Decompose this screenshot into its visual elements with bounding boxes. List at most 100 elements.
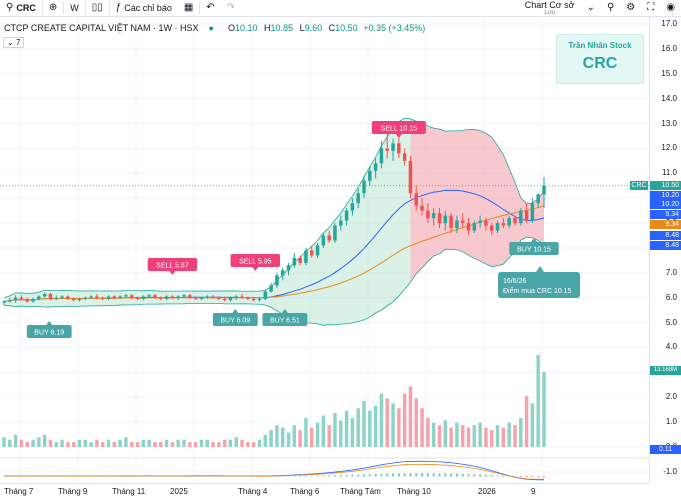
- volume-bar: [8, 439, 12, 447]
- candle-body: [211, 296, 215, 298]
- price-badge: 8.48: [650, 231, 681, 240]
- macd-histogram-bar: [66, 476, 69, 477]
- volume-bar: [490, 430, 494, 447]
- settings-button[interactable]: ⚙: [620, 0, 641, 17]
- macd-histogram-bar: [177, 475, 180, 477]
- candle-body: [397, 143, 401, 154]
- close-value: 10.50: [335, 23, 358, 33]
- redo-button[interactable]: ↷: [221, 0, 241, 17]
- layout-menu[interactable]: Chart Cơ sở Lưu: [519, 0, 581, 17]
- macd-histogram-bar: [386, 473, 389, 477]
- candle-body: [356, 193, 360, 204]
- candle-body: [135, 297, 140, 299]
- volume-bar: [426, 417, 430, 447]
- signal-label-box: [212, 313, 258, 326]
- indicators-button[interactable]: ƒ Các chỉ báo: [110, 0, 178, 17]
- macd-histogram-bar: [159, 475, 162, 477]
- macd-histogram-bar: [473, 474, 476, 477]
- macd-histogram-bar: [72, 476, 75, 477]
- volume-bar: [60, 439, 64, 447]
- macd-histogram-bar: [363, 474, 365, 477]
- indicator-count-toggle[interactable]: ⌄ 7: [3, 37, 25, 48]
- band-lower-line: [3, 236, 545, 326]
- price-tick-label: 17.0: [661, 19, 677, 28]
- volume-bar: [176, 439, 180, 447]
- macd-line: [4, 460, 545, 481]
- macd-histogram-bar: [246, 475, 249, 477]
- signal-pointer: [232, 309, 239, 313]
- volume-bar: [37, 437, 41, 447]
- macd-histogram-bar: [61, 476, 64, 477]
- macd-histogram-bar: [188, 475, 191, 477]
- macd-histogram-bar: [113, 476, 116, 477]
- candle-body: [530, 203, 535, 221]
- volume-bar: [530, 403, 535, 447]
- snapshot-button[interactable]: ◉: [660, 0, 681, 17]
- price-tick-label: 6.0: [665, 292, 677, 302]
- candle-body: [501, 223, 506, 226]
- candle-body: [443, 215, 448, 224]
- price-chart[interactable]: BUY 6.19 SELL 5.87 BUY 6.09 SELL 5.95 BUY 6.…: [0, 17, 681, 500]
- macd-histogram-bar: [304, 475, 307, 477]
- templates-button[interactable]: ▦: [178, 0, 199, 17]
- toolbar-divider: [84, 2, 86, 14]
- volume-bar: [519, 417, 523, 447]
- price-scale[interactable]: 17.016.015.014.013.012.011.010.09.08.07.…: [649, 17, 681, 483]
- volume-bar: [542, 371, 546, 447]
- indicators-label: Các chỉ báo: [124, 3, 172, 13]
- macd-histogram-bar: [328, 475, 331, 477]
- volume-bar: [275, 425, 279, 447]
- candle-body: [130, 295, 134, 298]
- symbol-search[interactable]: ⚲ CRC: [0, 0, 42, 17]
- fullscreen-button[interactable]: ⛶: [641, 0, 660, 17]
- signal-label-box: [509, 242, 559, 255]
- candle-body: [31, 298, 35, 302]
- price-badge: 8.48: [650, 241, 681, 250]
- candle-body: [193, 297, 198, 299]
- price-badge: 10.50: [650, 181, 681, 190]
- header-dot-icon: ●: [208, 23, 214, 33]
- candle-body: [19, 297, 24, 299]
- volume-bar: [524, 396, 529, 447]
- interval-button[interactable]: W: [70, 3, 79, 13]
- plus-circle-icon: ⊕: [48, 2, 58, 13]
- volume-bar: [397, 408, 401, 447]
- volume-bar: [153, 442, 157, 447]
- layout-dropdown[interactable]: ⌄: [581, 0, 601, 17]
- price-tick-label: 5.0: [665, 317, 677, 327]
- volume-bar: [251, 442, 256, 447]
- candle-body: [222, 298, 227, 301]
- volume-bar: [222, 439, 227, 447]
- macd-histogram-bar: [339, 475, 342, 477]
- volume-bar: [112, 442, 117, 447]
- macd-histogram-bar: [374, 473, 377, 477]
- undo-button[interactable]: ↶: [200, 0, 220, 17]
- macd-histogram-bar: [142, 475, 145, 477]
- volume-bar: [431, 422, 436, 447]
- time-axis[interactable]: Tháng 7 Tháng 9 Tháng 11 2025 Tháng 4 Tháng 6…: [0, 483, 649, 500]
- layout-save-label: Lưu: [544, 9, 556, 16]
- change-value: +0.35 (+3.45%): [363, 23, 426, 33]
- volume-bar: [304, 417, 308, 447]
- compare-button[interactable]: ⊕: [43, 0, 63, 17]
- volume-bar: [170, 442, 175, 447]
- price-tick-label: -1.0: [663, 466, 677, 476]
- volume-bar: [83, 439, 88, 447]
- macd-histogram-bar: [409, 473, 412, 477]
- quick-search-button[interactable]: ⚲: [601, 0, 620, 17]
- volume-bar: [402, 393, 407, 447]
- symbol-title[interactable]: CTCP CREATE CAPITAL VIỆT NAM · 1W · HSX: [4, 23, 199, 33]
- macd-histogram-bar: [531, 476, 534, 478]
- volume-bar: [280, 427, 285, 447]
- macd-histogram-bar: [310, 475, 313, 477]
- signal-label-text: SELL 5.87: [156, 263, 189, 270]
- volume-bar: [298, 430, 302, 447]
- macd-histogram-bar: [84, 476, 87, 477]
- macd-histogram-bar: [258, 476, 261, 477]
- volume-bar: [135, 442, 140, 447]
- chart-type-button[interactable]: ▯▯: [86, 0, 109, 17]
- candle-body: [42, 293, 47, 297]
- volume-bar: [246, 442, 250, 447]
- candle-body: [66, 296, 70, 299]
- layout-name: Chart Cơ sở: [524, 0, 575, 10]
